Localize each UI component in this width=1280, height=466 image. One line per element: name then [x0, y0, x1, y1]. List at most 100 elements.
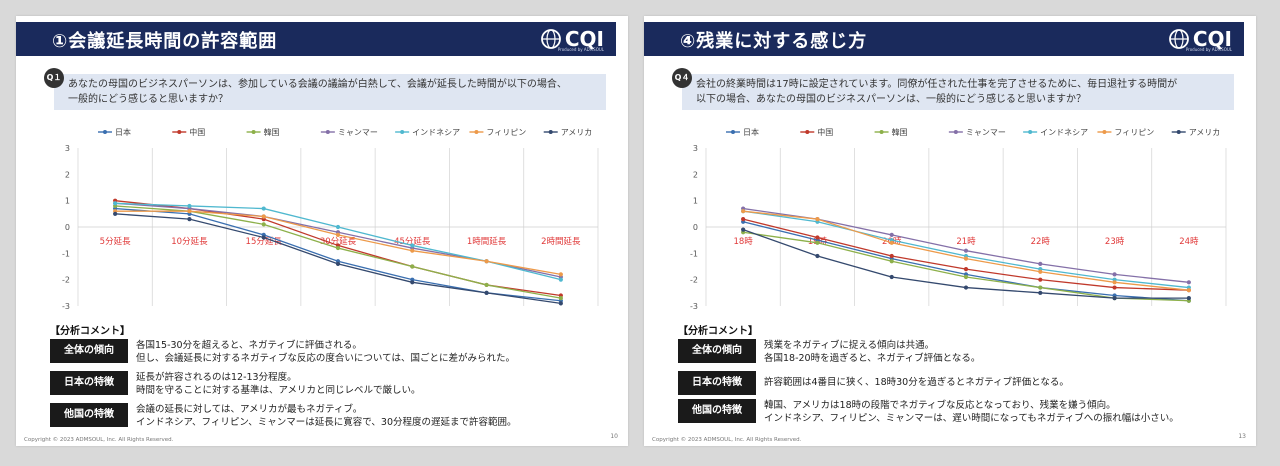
legend-marker: [325, 130, 330, 134]
legend-marker: [548, 130, 553, 134]
x-tick-label: 24時: [1179, 237, 1199, 247]
legend-marker: [953, 130, 958, 134]
question-line: あなたの母国のビジネスパーソンは、参加している会議の議論が白熱して、会議が延長し…: [68, 79, 567, 90]
legend-label: ミャンマー: [966, 128, 1006, 137]
x-tick-label: 21時: [956, 237, 976, 247]
data-point: [815, 253, 820, 259]
page-number: 13: [1238, 433, 1246, 440]
comment-label: 他国の特徴: [50, 403, 128, 427]
y-tick-label: 3: [65, 144, 70, 153]
data-point: [1186, 280, 1191, 285]
legend-label: 中国: [189, 127, 205, 137]
data-point: [558, 272, 563, 277]
x-tick-label: 23時: [1105, 237, 1125, 247]
slide-title: ①会議延長時間の許容範囲: [52, 31, 278, 52]
y-tick-label: 3: [693, 144, 698, 153]
comment-line: インドネシア、フィリピン、ミャンマーは、遅い時間になってもネガティブへの振れ幅は…: [764, 413, 1179, 424]
comment-line: 但し、会議延長に対するネガティブな反応の度合いについては、国ごとに差がみられた。: [136, 353, 515, 364]
comment-line: 時間を守ることに対する基準は、アメリカと同じレベルで厳しい。: [136, 385, 421, 396]
data-point: [261, 222, 266, 227]
copyright: Copyright © 2023 ADMSOUL, Inc. All Right…: [24, 437, 174, 443]
comment-label: 他国の特徴: [678, 399, 756, 423]
legend-marker: [879, 130, 884, 134]
y-tick-label: -3: [62, 302, 70, 311]
data-point: [815, 240, 820, 245]
legend-label: フィリピン: [1114, 128, 1154, 137]
y-tick-label: 2: [693, 170, 698, 179]
comment-line: 会議の延長に対しては、アメリカが最もネガティブ。: [136, 404, 363, 415]
data-point: [261, 235, 266, 240]
page-number: 10: [610, 433, 618, 440]
legend-marker: [177, 130, 182, 134]
comment-label: 日本の特徴: [50, 371, 128, 395]
data-point: [261, 214, 266, 219]
y-tick-label: -3: [690, 302, 698, 311]
comment-row: 他国の特徴 韓国、アメリカは18時の段階でネガティブな反応となっており、残業を嫌…: [678, 399, 1179, 425]
data-point: [558, 277, 563, 282]
question-line: 以下の場合、あなたの母国のビジネスパーソンは、一般的にどう感じると思いますか？: [696, 94, 1086, 105]
comment-line: 許容範囲は4番目に狭く、18時30分を過ぎるとネガティブ評価となる。: [764, 377, 1069, 388]
data-point: [1038, 290, 1043, 295]
line-chart: 日本中国韓国ミャンマーインドネシアフィリピンアメリカ3210-1-2-318時1…: [658, 116, 1238, 320]
comment-text: 会議の延長に対しては、アメリカが最もネガティブ。 インドネシア、フィリピン、ミャ…: [136, 403, 517, 429]
comment-text: 延長が許容されるのは12-13分程度。 時間を守ることに対する基準は、アメリカと…: [136, 371, 421, 397]
x-tick-label: 45分延長: [394, 236, 431, 247]
legend-label: 日本: [743, 127, 759, 137]
data-point: [741, 217, 746, 222]
data-point: [410, 264, 415, 269]
data-point: [1112, 296, 1117, 301]
y-tick-label: -2: [690, 276, 698, 285]
data-point: [963, 274, 969, 280]
data-point: [187, 209, 192, 214]
data-point: [410, 280, 415, 285]
y-tick-label: -2: [62, 276, 70, 285]
comment-title: 【分析コメント】: [678, 326, 758, 337]
logo-text: CQI: [1192, 27, 1232, 51]
data-point: [187, 203, 192, 209]
data-point: [741, 227, 746, 232]
x-tick-label: 30分延長: [320, 236, 357, 247]
legend-label: アメリカ: [561, 128, 593, 137]
cqi-logo: CQI Produced by ADMSOUL: [540, 26, 604, 52]
comment-label: 全体の傾向: [50, 339, 128, 363]
data-point: [1038, 277, 1043, 282]
question-box: 会社の終業時間は17時に設定されています。同僚が任された仕事を完了させるために、…: [682, 74, 1234, 110]
comment-line: 各国15-30分を超えると、ネガティブに評価される。: [136, 340, 362, 351]
data-point: [889, 274, 894, 280]
question-badge: Q４: [672, 68, 692, 88]
legend-marker: [1028, 130, 1033, 134]
data-point: [1186, 288, 1191, 293]
data-point: [741, 209, 746, 214]
y-tick-label: 1: [693, 197, 698, 206]
x-tick-label: 18時: [733, 237, 753, 247]
x-tick-label: 2時間延長: [541, 236, 581, 247]
data-point: [1112, 285, 1117, 290]
comment-text: 許容範囲は4番目に狭く、18時30分を過ぎるとネガティブ評価となる。: [764, 371, 1069, 395]
legend-label: 中国: [817, 127, 833, 137]
comment-text: 残業をネガティブに捉える傾向は共通。 各国18-20時を過ぎると、ネガティブ評価…: [764, 339, 980, 365]
x-tick-label: 15分延長: [246, 236, 283, 247]
data-point: [1038, 261, 1043, 266]
legend-marker: [474, 130, 479, 134]
data-point: [187, 217, 192, 222]
y-tick-label: 1: [65, 197, 70, 206]
data-point: [335, 232, 341, 237]
data-point: [963, 256, 969, 261]
x-tick-label: 1時間延長: [467, 236, 507, 247]
question-line: 会社の終業時間は17時に設定されています。同僚が任された仕事を完了させるために、…: [696, 79, 1178, 90]
logo-text: CQI: [564, 27, 604, 51]
copyright: Copyright © 2023 ADMSOUL, Inc. All Right…: [652, 437, 802, 443]
data-point: [484, 259, 489, 264]
data-point: [815, 217, 820, 222]
data-point: [889, 232, 894, 237]
comment-row: 日本の特徴 延長が許容されるのは12-13分程度。 時間を守ることに対する基準は…: [50, 371, 421, 397]
data-point: [113, 211, 118, 216]
comment-text: 韓国、アメリカは18時の段階でネガティブな反応となっており、残業を嫌う傾向。 イ…: [764, 399, 1179, 425]
comment-label: 日本の特徴: [678, 371, 756, 395]
legend-label: 韓国: [892, 127, 908, 137]
legend-marker: [400, 130, 405, 134]
data-point: [815, 235, 820, 240]
slide-1: ①会議延長時間の許容範囲 CQI Produced by ADMSOUL あなた…: [16, 16, 628, 446]
legend-label: フィリピン: [486, 128, 526, 137]
series-line: [115, 205, 561, 299]
